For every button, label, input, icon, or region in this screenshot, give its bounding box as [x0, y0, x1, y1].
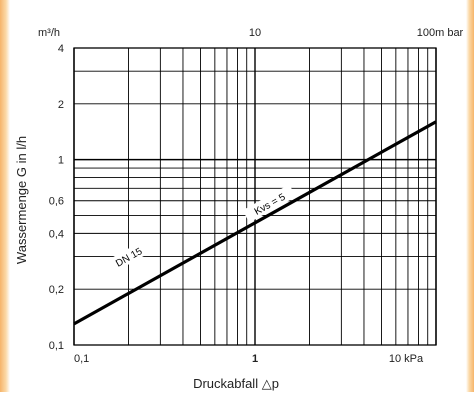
y-tick-label: 0,4 — [49, 228, 64, 240]
annotation-background — [107, 240, 150, 273]
series-line — [73, 120, 437, 326]
y-unit-label: m³/h — [38, 27, 60, 39]
y-tick-label: 0,2 — [49, 284, 64, 296]
y-axis-title: Wassermenge G in l/h — [14, 136, 29, 264]
x-tick-label: 0,1 — [74, 353, 89, 365]
y-tick-label: 0,6 — [49, 196, 64, 208]
x-tick-label: 1 — [252, 353, 258, 365]
x-tick-label: 10 kPa — [389, 353, 424, 365]
grid — [73, 47, 437, 346]
y-tick-label: 2 — [58, 99, 64, 111]
series-layer — [73, 120, 437, 326]
tick-labels: 0,1 1 10 kPa 0,1 0,2 0,4 0,6 1 2 4 10 100m bar — [49, 27, 464, 365]
top-axis-label: 10 — [249, 27, 261, 39]
annotation-background — [242, 184, 297, 223]
y-tick-label: 0,1 — [49, 340, 64, 352]
top-axis-label: 100m bar — [417, 27, 464, 39]
x-axis-title: Druckabfall △p — [193, 376, 279, 391]
y-tick-label: 4 — [58, 43, 64, 55]
y-tick-label: 1 — [58, 155, 64, 167]
plot-frame — [73, 47, 437, 346]
